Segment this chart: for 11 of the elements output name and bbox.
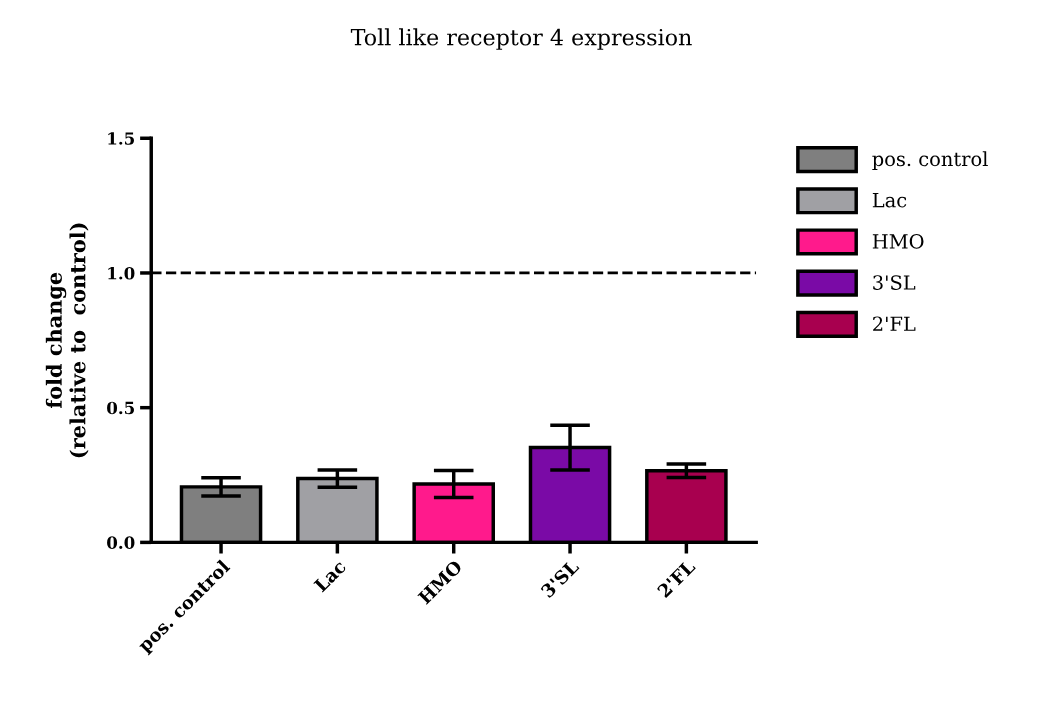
legend-label: pos. control [872,151,988,170]
y-tick-label: 0.0 [107,536,135,549]
y-tick-label: 1.0 [108,266,135,280]
y-tick-label: 0.5 [107,401,134,415]
chart-title: Toll like receptor 4 expression [350,28,692,50]
legend-label: HMO [872,233,924,249]
legend-label: 3'SL [873,275,916,290]
y-axis-title: fold change (relative to control) [45,223,89,458]
y-tick-label: 1.5 [108,132,134,145]
legend-label: 2'FL [873,316,916,331]
legend-label: Lac [872,193,907,208]
